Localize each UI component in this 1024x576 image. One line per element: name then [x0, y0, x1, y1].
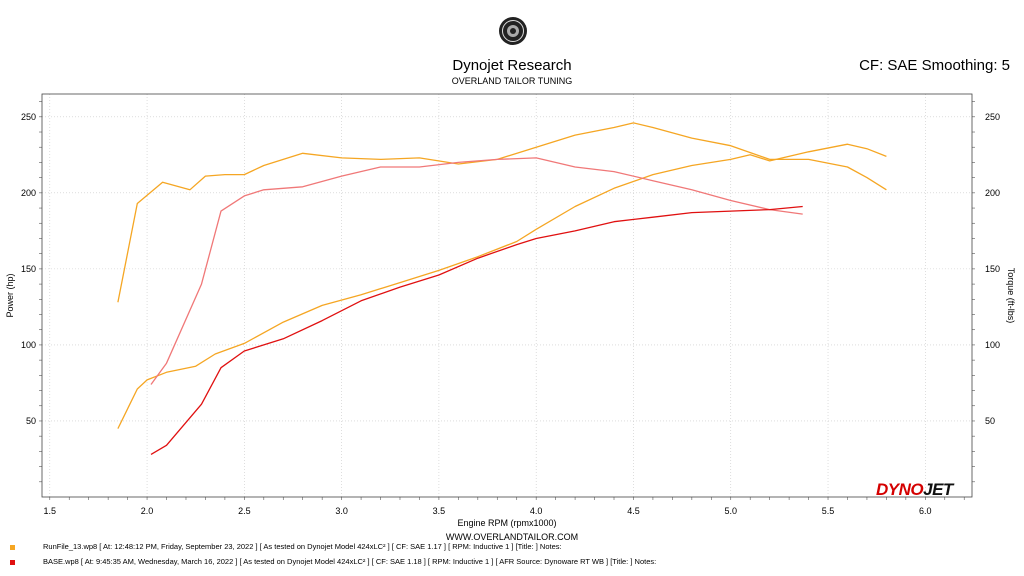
- x-tick-label: 5.5: [822, 506, 835, 516]
- x-axis-label: Engine RPM (rpmx1000): [457, 518, 556, 528]
- x-tick-label: 6.0: [919, 506, 932, 516]
- y-tick-label: 150: [21, 264, 36, 274]
- y2-tick-label: 200: [985, 188, 1000, 198]
- footer-url: WWW.OVERLANDTAILOR.COM: [445, 532, 579, 542]
- x-tick-label: 2.5: [238, 506, 251, 516]
- dynojet-logo: DYNOJET: [876, 480, 953, 500]
- y-tick-label: 200: [21, 188, 36, 198]
- x-tick-label: 2.0: [141, 506, 154, 516]
- y2-tick-label: 50: [985, 416, 995, 426]
- y-tick-label: 250: [21, 112, 36, 122]
- y2-axis-label: Torque (ft-lbs): [1006, 268, 1016, 324]
- plot-frame: [41, 93, 973, 498]
- legend-text: RunFile_13.wp8 [ At: 12:48:12 PM, Friday…: [43, 542, 562, 551]
- x-tick-label: 5.0: [724, 506, 737, 516]
- x-tick-label: 4.5: [627, 506, 640, 516]
- y-axis-label: Power (hp): [5, 273, 15, 317]
- correction-factor-info: CF: SAE Smoothing: 5: [859, 57, 1010, 74]
- series-line-runfile-13-torque: [117, 122, 887, 303]
- chart-subtitle: OVERLAND TAILOR TUNING: [451, 76, 573, 86]
- y2-tick-label: 250: [985, 112, 1000, 122]
- x-tick-label: 4.0: [530, 506, 543, 516]
- brand-right: JET: [923, 480, 953, 499]
- legend-text: BASE.wp8 [ At: 9:45:35 AM, Wednesday, Ma…: [43, 557, 657, 566]
- x-tick-label: 3.5: [433, 506, 446, 516]
- y-tick-label: 100: [21, 340, 36, 350]
- y2-tick-label: 100: [985, 340, 1000, 350]
- series-line-base-power: [150, 205, 803, 455]
- x-tick-label: 1.5: [44, 506, 57, 516]
- chart-title: Dynojet Research: [452, 57, 572, 74]
- series-line-runfile-13-power: [117, 143, 887, 429]
- legend-entry-base: BASE.wp8 [ At: 9:45:35 AM, Wednesday, Ma…: [10, 557, 656, 566]
- x-tick-label: 3.0: [335, 506, 348, 516]
- brand-left: DYNO: [876, 480, 924, 499]
- dynojet-seal-icon: [499, 17, 527, 45]
- y2-tick-label: 150: [985, 264, 1000, 274]
- legend-swatch: [10, 559, 15, 565]
- legend-entry-runfile: RunFile_13.wp8 [ At: 12:48:12 PM, Friday…: [10, 542, 562, 551]
- series-line-base-torque: [150, 157, 803, 385]
- y-tick-label: 50: [26, 416, 36, 426]
- legend-swatch: [10, 544, 15, 550]
